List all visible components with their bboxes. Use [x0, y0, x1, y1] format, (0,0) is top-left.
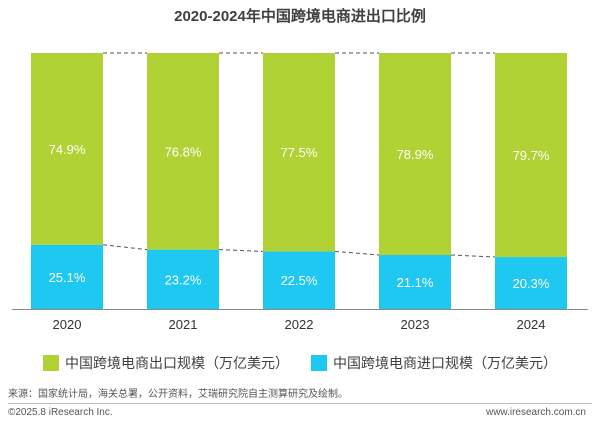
bar-import-2022: [263, 251, 335, 309]
data-label-import-2023: 21.1%: [397, 275, 434, 290]
legend-item-export: 中国跨境电商出口规模（万亿美元）: [43, 353, 289, 373]
bar-import-2024: [495, 257, 567, 309]
connector-boundary: [450, 254, 496, 258]
divider: [8, 403, 592, 404]
x-tick-label-2022: 2022: [285, 317, 314, 332]
data-label-import-2022: 22.5%: [281, 273, 318, 288]
data-label-import-2024: 20.3%: [513, 276, 550, 291]
bar-import-2020: [31, 244, 103, 309]
legend: 中国跨境电商出口规模（万亿美元） 中国跨境电商进口规模（万亿美元）: [0, 353, 600, 373]
website-link[interactable]: www.iresearch.com.cn: [485, 407, 586, 418]
x-tick-label-2020: 2020: [53, 317, 82, 332]
connector-boundary: [334, 250, 380, 256]
bar-export-2023: [379, 53, 451, 255]
data-label-export-2024: 79.7%: [513, 148, 550, 163]
data-label-export-2020: 74.9%: [49, 142, 86, 157]
bar-import-2021: [147, 249, 219, 309]
bar-export-2024: [495, 53, 567, 258]
legend-swatch-export: [43, 355, 59, 371]
x-tick-label-2021: 2021: [169, 317, 198, 332]
source-note: 来源：国家统计局，海关总署，公开资料，艾瑞研究院自主测算研究及绘制。: [8, 389, 348, 400]
legend-item-import: 中国跨境电商进口规模（万亿美元）: [311, 353, 557, 373]
legend-label-import: 中国跨境电商进口规模（万亿美元）: [333, 355, 557, 371]
bar-import-2023: [379, 254, 451, 309]
plot-area: 25.1% 74.9% 2020 23.2% 76.8% 2021 22.5% 77.5% 20…: [12, 52, 588, 332]
bar-export-2022: [263, 53, 335, 252]
x-tick-label-2024: 2024: [517, 317, 546, 332]
copyright: ©2025.8 iResearch Inc.: [8, 407, 113, 418]
data-label-import-2021: 23.2%: [165, 272, 202, 287]
legend-label-export: 中国跨境电商出口规模（万亿美元）: [65, 355, 289, 371]
data-label-export-2022: 77.5%: [281, 145, 318, 160]
connector-boundary: [102, 244, 148, 251]
x-tick-label-2023: 2023: [401, 317, 430, 332]
bar-export-2021: [147, 53, 219, 250]
data-label-export-2021: 76.8%: [165, 144, 202, 159]
data-label-export-2023: 78.9%: [397, 147, 434, 162]
connector-boundary: [218, 249, 264, 252]
chart-title: 2020-2024年中国跨境电商进出口比例: [174, 8, 426, 25]
bar-export-2020: [31, 53, 103, 245]
data-label-import-2020: 25.1%: [49, 270, 86, 285]
legend-swatch-import: [311, 355, 327, 371]
